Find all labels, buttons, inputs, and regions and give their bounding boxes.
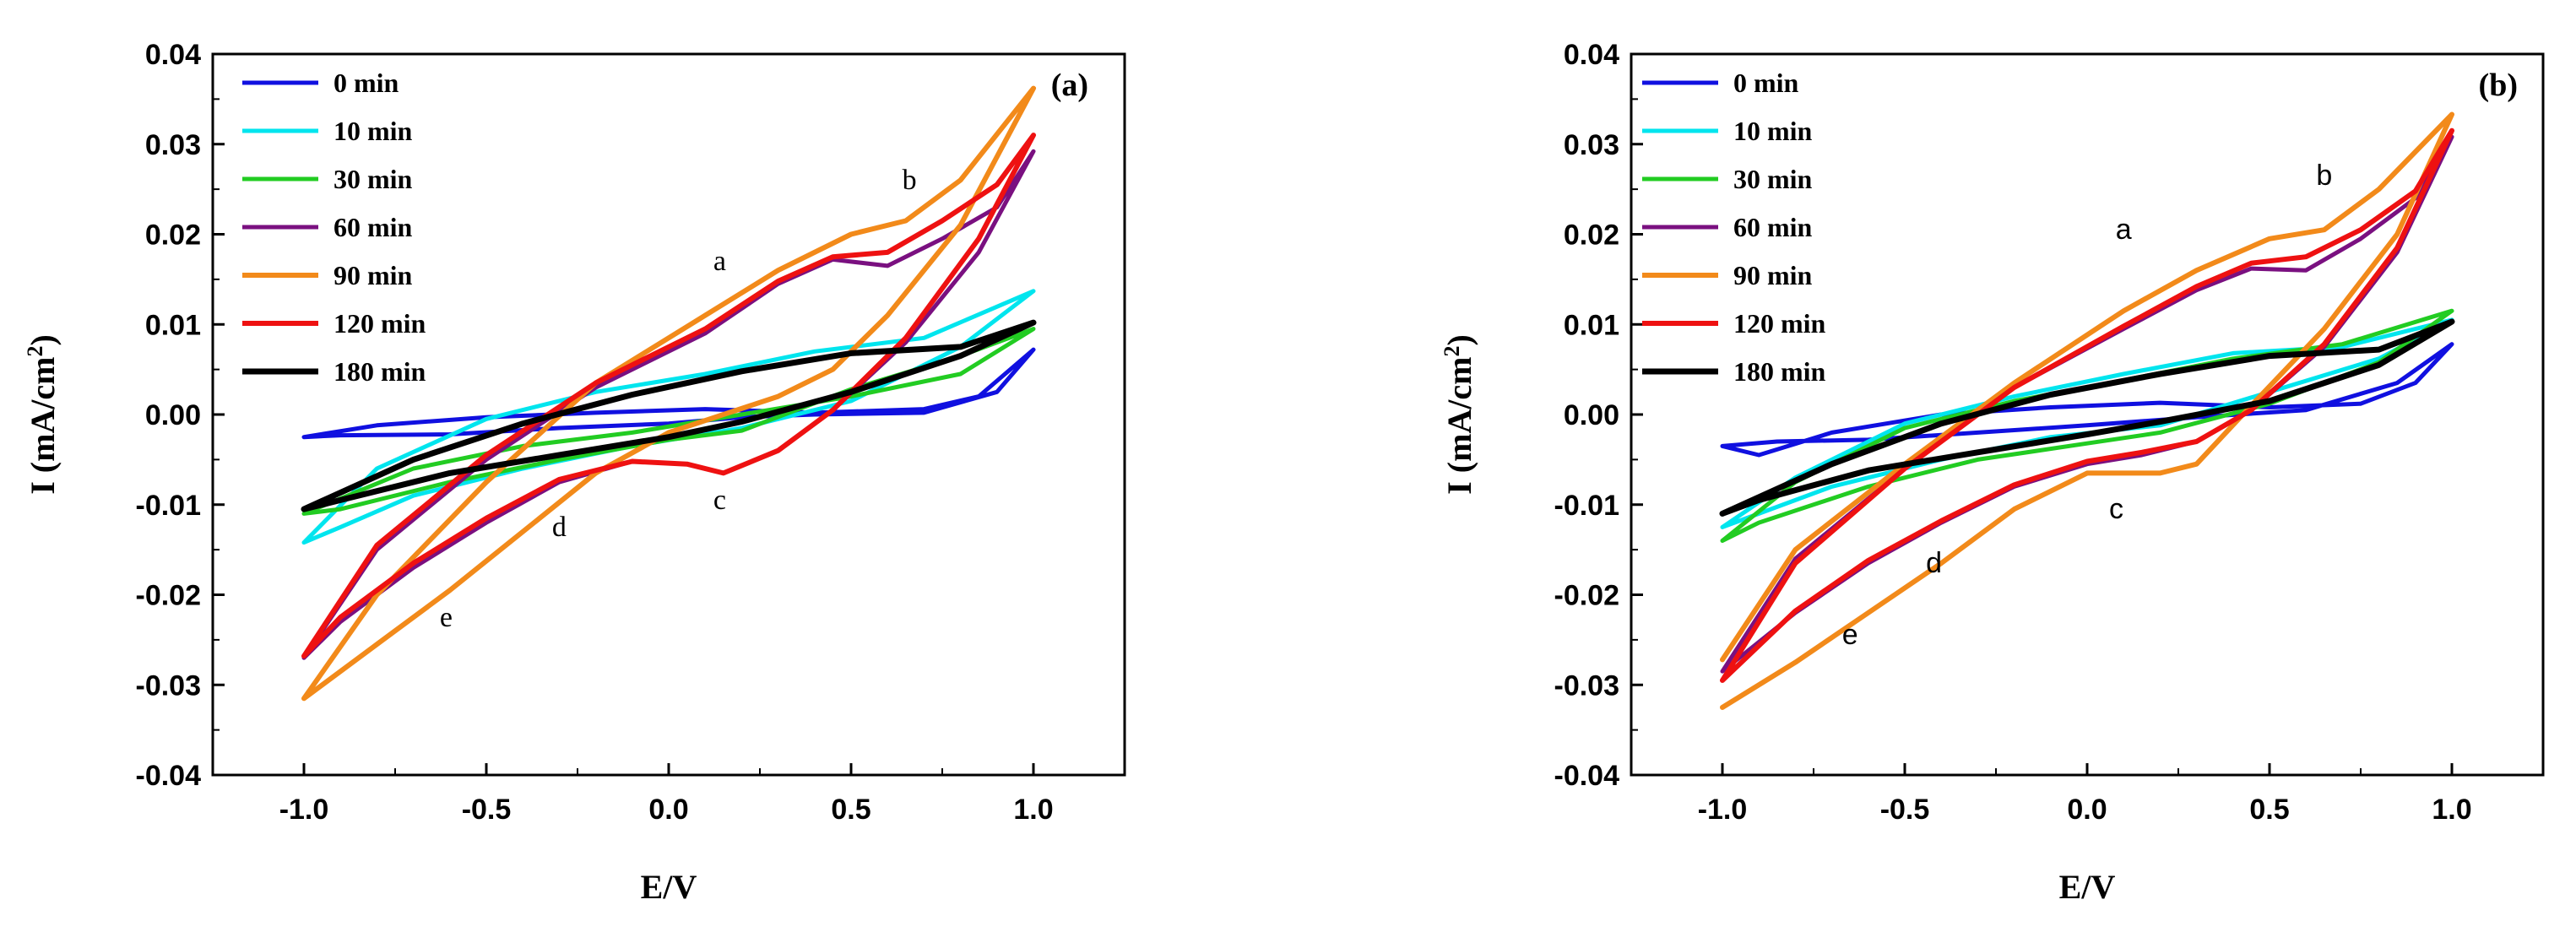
chart-panel-b: -0.04-0.03-0.02-0.010.000.010.020.030.04…: [1440, 39, 2545, 906]
legend-label: 60 min: [1733, 212, 1813, 242]
y-tick-label: -0.03: [1554, 669, 1620, 702]
curve-annotation: e: [440, 602, 453, 633]
y-tick-label: -0.02: [1554, 580, 1620, 612]
curve-annotation: a: [713, 246, 726, 277]
legend-label: 180 min: [334, 356, 426, 387]
legend-label: 60 min: [334, 212, 413, 242]
y-axis-title-close: ): [1440, 334, 1478, 345]
curve-annotation: c: [713, 485, 726, 516]
y-tick-label: -0.01: [136, 490, 202, 522]
y-tick-label: 0.04: [145, 39, 201, 71]
panel-label: (b): [2479, 68, 2518, 103]
curve-annotation: b: [2316, 160, 2332, 192]
x-tick-label: 0.5: [831, 794, 870, 826]
x-tick-label: -0.5: [1880, 794, 1930, 826]
legend-label: 30 min: [334, 164, 413, 194]
y-axis-title-superscript: 2: [23, 346, 47, 357]
curve-annotation: a: [2116, 214, 2132, 246]
x-tick-label: -1.0: [279, 794, 329, 826]
x-tick-label: 0.0: [648, 794, 688, 826]
legend-label: 0 min: [334, 68, 399, 98]
series-line-10-min: [301, 289, 1036, 545]
y-tick-label: 0.03: [145, 129, 201, 161]
y-tick-label: 0.02: [145, 219, 201, 252]
series-line-120-min: [1720, 127, 2454, 683]
curve-annotation: d: [1926, 547, 1942, 579]
panel-label: (a): [1051, 68, 1088, 103]
curve-annotation: d: [552, 512, 567, 543]
legend-label: 120 min: [334, 308, 426, 339]
legend-label: 120 min: [1733, 308, 1826, 339]
x-axis-title: E/V: [641, 868, 697, 906]
x-tick-label: 0.0: [2067, 794, 2107, 826]
curve-annotation: b: [903, 165, 917, 196]
legend-label: 90 min: [1733, 260, 1813, 290]
y-tick-label: -0.04: [136, 760, 202, 792]
legend-label: 180 min: [1733, 356, 1826, 387]
y-tick-label: 0.01: [145, 309, 201, 341]
series-line-60-min: [301, 149, 1036, 660]
x-axis-title: E/V: [2059, 868, 2116, 906]
x-tick-label: 1.0: [2432, 794, 2471, 826]
legend-label: 30 min: [1733, 164, 1813, 194]
y-tick-label: 0.02: [1564, 219, 1619, 252]
y-tick-label: -0.03: [136, 669, 202, 702]
series-line-120-min: [301, 133, 1036, 659]
y-tick-label: -0.01: [1554, 490, 1620, 522]
series-line-10-min: [1720, 317, 2454, 529]
curve-annotation: e: [1842, 619, 1858, 651]
y-axis-title-close: ): [24, 334, 62, 345]
legend-label: 10 min: [1733, 116, 1813, 146]
y-axis-title: I (mA/cm2): [23, 334, 62, 495]
x-tick-label: 1.0: [1013, 794, 1053, 826]
x-tick-label: -0.5: [462, 794, 512, 826]
y-tick-label: 0.04: [1564, 39, 1619, 71]
x-tick-label: 0.5: [2249, 794, 2289, 826]
series-line-180-min: [301, 319, 1037, 512]
series-line-90-min: [301, 85, 1036, 702]
y-tick-label: -0.04: [1554, 760, 1620, 792]
legend-label: 0 min: [1733, 68, 1799, 98]
y-tick-label: 0.01: [1564, 309, 1619, 341]
y-axis-title-superscript: 2: [1440, 346, 1464, 357]
series-line-0-min: [301, 347, 1036, 440]
legend-label: 90 min: [334, 260, 413, 290]
series-line-90-min: [1720, 111, 2454, 710]
x-tick-label: -1.0: [1698, 794, 1748, 826]
series-line-180-min: [1719, 318, 2455, 517]
y-axis-title: I (mA/cm2): [1440, 334, 1479, 495]
series-line-0-min: [1720, 342, 2454, 458]
y-tick-label: 0.03: [1564, 129, 1619, 161]
y-tick-label: 0.00: [1564, 399, 1619, 431]
y-tick-label: 0.00: [145, 399, 201, 431]
curve-annotation: c: [2109, 493, 2123, 525]
y-tick-label: -0.02: [136, 580, 202, 612]
chart-panel-a: -0.04-0.03-0.02-0.010.000.010.020.030.04…: [23, 39, 1126, 906]
legend-label: 10 min: [334, 116, 413, 146]
